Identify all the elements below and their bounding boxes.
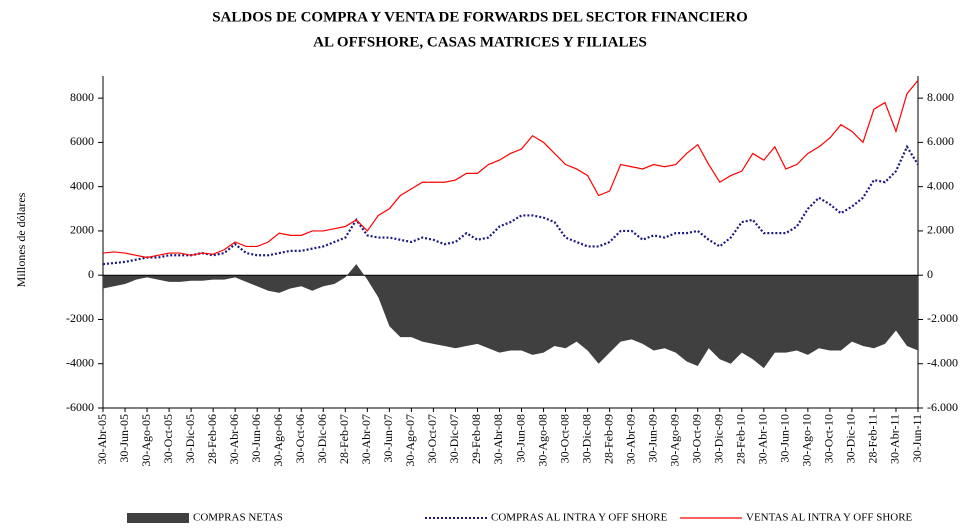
dotted-line (102, 144, 919, 266)
x-tick-label: 28-Feb-11 (866, 414, 880, 464)
x-tick-label: 30-Dic-10 (844, 414, 858, 463)
x-tick-label: 30-Ago-05 (139, 414, 153, 467)
legend-label: COMPRAS AL INTRA Y OFF SHORE (491, 512, 668, 524)
x-tick-label: 30-Oct-05 (161, 414, 175, 463)
x-tick-label: 30-Jun-08 (513, 414, 527, 463)
x-tick-label: 30-Ago-10 (800, 414, 814, 467)
y2-tick-label: 6.000 (927, 134, 954, 148)
y-tick-label: -6000 (66, 400, 94, 414)
x-tick-label: 30-Dic-07 (447, 414, 461, 463)
y2-tick-label: 8.000 (927, 90, 954, 104)
x-tick-label: 30-Abr-08 (491, 414, 505, 464)
x-tick-label: 28-Feb-06 (205, 414, 219, 464)
y2-tick-label: 2.000 (927, 223, 954, 237)
x-tick-label: 30-Dic-06 (315, 414, 329, 463)
x-tick-label: 30-Oct-10 (822, 414, 836, 463)
x-tick-label: 30-Abr-05 (95, 414, 109, 464)
x-tick-label: 30-Oct-09 (689, 414, 703, 463)
y-axis-label: Millones de dólares (14, 192, 28, 287)
y-tick-label: 4000 (70, 178, 94, 192)
x-tick-label: 30-Jun-10 (778, 414, 792, 463)
x-tick-label: 30-Ago-06 (271, 414, 285, 467)
x-tick-label: 30-Jun-05 (117, 414, 131, 463)
x-tick-label: 29-Feb-08 (469, 414, 483, 464)
x-tick-label: 30-Ago-09 (667, 414, 681, 467)
x-tick-label: 30-Oct-08 (557, 414, 571, 463)
area (103, 264, 918, 369)
y-tick-label: -4000 (66, 355, 94, 369)
x-tick-label: 30-Jun-11 (910, 414, 924, 462)
x-tick-label: 28-Feb-10 (734, 414, 748, 464)
x-tick-label: 30-Abr-06 (227, 414, 241, 464)
y2-tick-label: -4.000 (927, 355, 958, 369)
y-tick-label: -2000 (66, 311, 94, 325)
x-tick-label: 30-Ago-08 (535, 414, 549, 467)
x-tick-label: 30-Abr-11 (888, 414, 902, 464)
x-tick-label: 30-Dic-08 (579, 414, 593, 463)
x-tick-label: 28-Feb-09 (601, 414, 615, 464)
legend-label: VENTAS AL INTRA Y OFF SHORE (746, 512, 913, 524)
legend-label: COMPRAS NETAS (193, 512, 283, 524)
x-tick-label: 30-Ago-07 (403, 414, 417, 467)
x-tick-label: 30-Abr-10 (756, 414, 770, 464)
y2-tick-label: -6.000 (927, 400, 958, 414)
y-tick-label: 6000 (70, 134, 94, 148)
x-tick-label: 30-Jun-07 (381, 414, 395, 463)
x-tick-label: 30-Jun-09 (645, 414, 659, 463)
y-tick-label: 2000 (70, 223, 94, 237)
y2-tick-label: 0 (927, 267, 933, 281)
x-tick-label: 30-Dic-05 (183, 414, 197, 463)
y2-tick-label: 4.000 (927, 178, 954, 192)
chart-subtitle: AL OFFSHORE, CASAS MATRICES Y FILIALES (313, 34, 647, 50)
x-tick-label: 30-Oct-06 (293, 414, 307, 463)
legend-swatch (127, 513, 189, 523)
x-tick-label: 30-Abr-09 (623, 414, 637, 464)
line (102, 80, 919, 259)
x-tick-label: 28-Feb-07 (337, 414, 351, 464)
x-tick-label: 30-Oct-07 (425, 414, 439, 463)
chart-title: SALDOS DE COMPRA Y VENTA DE FORWARDS DEL… (212, 9, 748, 25)
x-tick-label: 30-Abr-07 (359, 414, 373, 464)
y2-tick-label: -2.000 (927, 311, 958, 325)
y-tick-label: 0 (88, 267, 94, 281)
y-tick-label: 8000 (70, 90, 94, 104)
x-tick-label: 30-Dic-09 (712, 414, 726, 463)
x-tick-label: 30-Jun-06 (249, 414, 263, 463)
